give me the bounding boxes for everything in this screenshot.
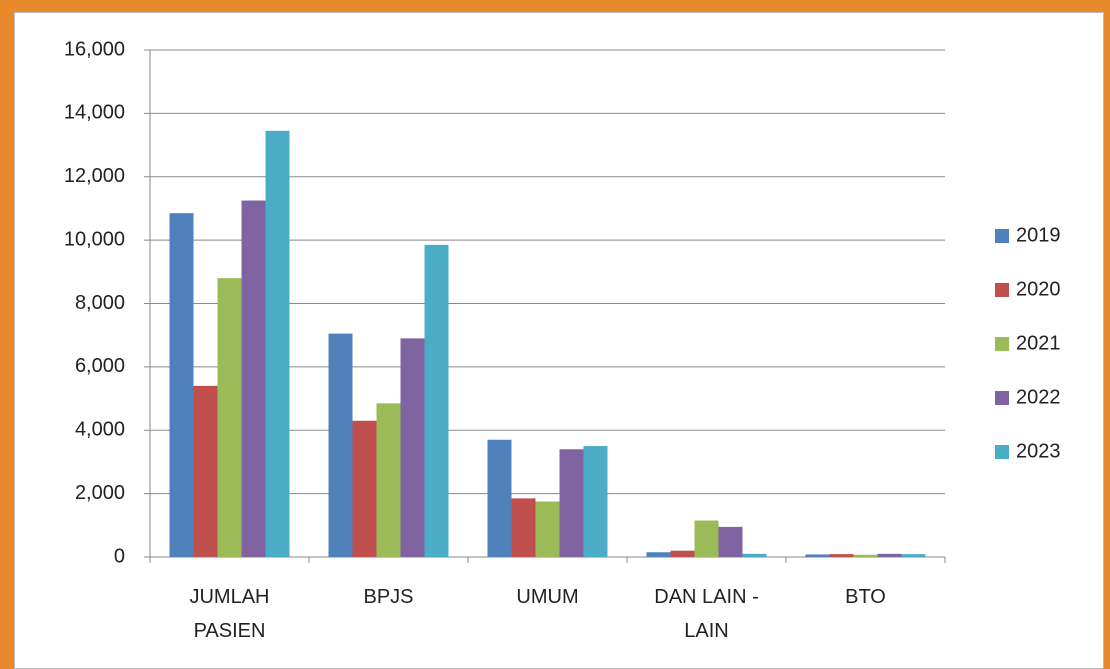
- bar: [511, 498, 536, 557]
- bar: [487, 439, 512, 557]
- bar: [265, 130, 290, 557]
- legend-swatch: [995, 337, 1009, 351]
- legend-swatch: [995, 445, 1009, 459]
- bar: [805, 554, 830, 557]
- bar: [241, 200, 266, 557]
- x-tick-label: DAN LAIN - LAIN: [654, 586, 759, 642]
- x-tick-label: UMUM: [516, 586, 579, 608]
- y-tick-label: 12,000: [64, 165, 125, 187]
- x-tick-label: BPJS: [363, 586, 414, 608]
- bar: [901, 554, 926, 557]
- bar: [169, 213, 194, 558]
- bar: [376, 403, 401, 557]
- y-tick-label: 16,000: [64, 38, 125, 60]
- bar: [328, 333, 353, 557]
- bar: [352, 420, 377, 557]
- bar: [217, 278, 242, 557]
- y-tick-label: 10,000: [64, 228, 125, 250]
- y-tick-label: 8,000: [75, 292, 125, 314]
- y-tick-label: 2,000: [75, 482, 125, 504]
- legend-label: 2022: [1016, 386, 1061, 408]
- legend-label: 2023: [1016, 440, 1061, 462]
- y-tick-label: 6,000: [75, 355, 125, 377]
- x-tick-label: JUMLAH PASIEN: [189, 586, 270, 642]
- y-tick-label: 14,000: [64, 102, 125, 124]
- chart-frame: [14, 12, 1104, 669]
- bar: [583, 446, 608, 557]
- legend-label: 2020: [1016, 278, 1061, 300]
- bar: [424, 244, 449, 558]
- bar: [559, 449, 584, 557]
- legend-swatch: [995, 229, 1009, 243]
- bar: [742, 553, 767, 557]
- bar: [400, 338, 425, 557]
- bar: [853, 554, 878, 557]
- y-tick-label: 0: [114, 545, 125, 567]
- legend-swatch: [995, 283, 1009, 297]
- bar: [670, 550, 695, 557]
- legend-swatch: [995, 391, 1009, 405]
- bar: [877, 553, 902, 557]
- bar: [646, 552, 671, 557]
- y-tick-label: 4,000: [75, 419, 125, 441]
- bar: [694, 520, 719, 557]
- legend-label: 2021: [1016, 332, 1061, 354]
- legend-label: 2019: [1016, 224, 1061, 246]
- bar: [829, 554, 854, 557]
- bar: [535, 501, 560, 557]
- x-tick-label: BTO: [845, 586, 886, 608]
- bar: [193, 385, 218, 557]
- bar: [718, 526, 743, 557]
